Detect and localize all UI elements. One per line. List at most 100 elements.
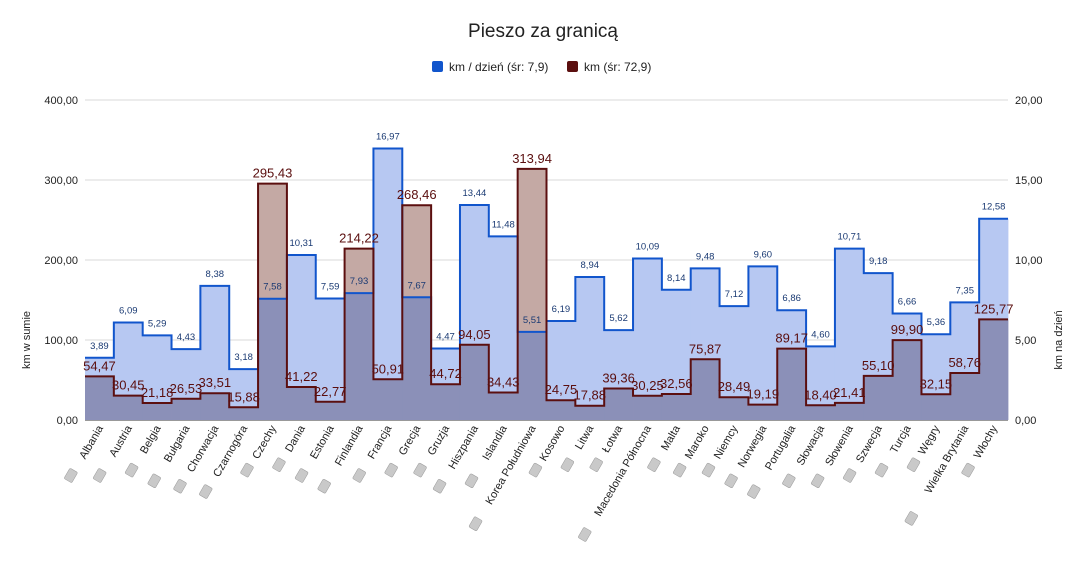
- area-fill-overlap: [979, 319, 1009, 420]
- area-fill-upper: [806, 346, 836, 406]
- area-fill-overlap: [517, 331, 547, 420]
- data-label-km-per-day: 6,66: [898, 296, 917, 307]
- right-tick-label: 0,00: [1015, 415, 1036, 427]
- left-tick-label: 100,00: [44, 335, 78, 347]
- area-fill-overlap: [546, 400, 576, 420]
- data-label-km: 89,17: [775, 331, 808, 346]
- data-label-km-per-day: 5,29: [148, 318, 167, 329]
- flag-icon: [843, 468, 857, 483]
- flag-icon: [589, 457, 603, 472]
- area-fill-overlap: [200, 393, 230, 420]
- flag-icon: [578, 527, 592, 542]
- data-label-km-per-day: 8,14: [667, 273, 686, 284]
- flag-icon: [413, 462, 427, 478]
- data-label-km: 21,18: [141, 385, 174, 400]
- data-label-km-per-day: 7,12: [725, 289, 744, 300]
- area-fill-upper: [286, 255, 317, 388]
- area-fill-upper: [142, 335, 172, 404]
- area-fill-overlap: [575, 405, 605, 420]
- data-label-km: 295,43: [253, 166, 293, 181]
- flag-icon: [272, 457, 286, 472]
- area-fill-upper: [748, 266, 778, 405]
- data-label-km: 30,25: [631, 378, 664, 393]
- flag-icon: [173, 479, 187, 494]
- data-label-km: 32,15: [920, 376, 953, 391]
- area-fill-overlap: [892, 340, 922, 420]
- data-label-km: 19,19: [747, 387, 780, 402]
- data-label-km: 21,41: [833, 385, 866, 400]
- area-fill-overlap: [921, 394, 951, 420]
- data-label-km: 34,43: [487, 374, 520, 389]
- area-fill-upper: [459, 204, 490, 345]
- data-label-km: 75,87: [689, 341, 722, 356]
- chart-title: Pieszo za granicą: [468, 21, 618, 42]
- data-label-km-per-day: 7,67: [407, 280, 426, 291]
- area-fill-overlap: [373, 379, 403, 420]
- area-fill-overlap: [431, 384, 461, 420]
- flag-icon: [199, 484, 213, 499]
- data-label-km-per-day: 7,58: [263, 282, 282, 293]
- area-fill-overlap: [950, 372, 980, 420]
- left-tick-label: 0,00: [57, 415, 78, 427]
- area-fill-overlap: [834, 402, 865, 420]
- area-fill-upper: [517, 168, 547, 332]
- data-label-km-per-day: 7,93: [350, 276, 369, 287]
- area-fill-upper: [633, 258, 663, 396]
- right-tick-label: 15,00: [1015, 175, 1043, 187]
- left-tick-label: 200,00: [44, 255, 78, 267]
- data-label-km-per-day: 11,48: [492, 219, 515, 230]
- area-fill-overlap: [777, 348, 807, 420]
- area-fill-upper: [431, 348, 461, 385]
- area-fill-upper: [200, 285, 230, 394]
- data-label-km-per-day: 8,38: [206, 269, 225, 280]
- area-fill-overlap: [286, 387, 317, 420]
- data-label-km-per-day: 12,58: [982, 202, 1006, 213]
- area-fill-overlap: [863, 375, 894, 420]
- area-fill-overlap: [806, 405, 836, 420]
- data-label-km-per-day: 10,71: [837, 232, 861, 243]
- area-fill-overlap: [459, 344, 490, 420]
- data-label-km: 58,76: [948, 355, 981, 370]
- legend-label-km: km (śr: 72,9): [584, 60, 651, 74]
- data-label-km-per-day: 10,31: [289, 238, 313, 249]
- right-axis: 0,00 5,00 10,00 15,00 20,00: [1015, 95, 1043, 427]
- data-label-km-per-day: 6,86: [782, 293, 801, 304]
- area-fill-overlap: [113, 395, 144, 420]
- data-label-km-per-day: 9,48: [696, 251, 715, 262]
- area-fill-overlap: [315, 401, 345, 420]
- area-fill-upper: [921, 334, 951, 395]
- flag-icon: [560, 457, 574, 472]
- data-label-km-per-day: 10,09: [636, 242, 660, 253]
- data-label-km: 17,88: [573, 388, 606, 403]
- area-fill-overlap: [633, 395, 663, 420]
- area-fill-upper: [834, 248, 865, 403]
- left-tick-label: 300,00: [44, 175, 78, 187]
- data-label-km: 39,36: [602, 371, 635, 386]
- flag-icon: [782, 473, 796, 488]
- flag-icon: [874, 462, 889, 478]
- data-label-km-per-day: 5,51: [523, 315, 542, 326]
- area-fill-overlap: [690, 359, 720, 420]
- flag-icon: [647, 457, 661, 472]
- data-label-km: 15,88: [227, 389, 260, 404]
- data-label-km-per-day: 8,94: [581, 260, 600, 271]
- area-fill-upper: [950, 302, 980, 373]
- data-label-km-per-day: 9,60: [754, 249, 773, 260]
- data-label-km: 26,53: [170, 381, 203, 396]
- data-label-km: 41,22: [285, 369, 318, 384]
- area-fill-overlap: [229, 407, 259, 420]
- data-label-km: 30,45: [112, 378, 145, 393]
- right-tick-label: 5,00: [1015, 335, 1036, 347]
- data-label-km: 94,05: [458, 327, 491, 342]
- data-label-km-per-day: 4,43: [177, 332, 196, 343]
- flag-icon: [240, 462, 254, 478]
- area-fill-upper: [661, 289, 692, 394]
- data-label-km-per-day: 13,44: [463, 188, 487, 199]
- flag-icon: [961, 462, 975, 478]
- area-fill-upper: [258, 183, 288, 299]
- data-label-km-per-day: 7,35: [955, 285, 974, 296]
- flag-icon: [147, 473, 161, 488]
- area-fill-upper: [892, 313, 922, 341]
- area-fill-overlap: [344, 293, 374, 420]
